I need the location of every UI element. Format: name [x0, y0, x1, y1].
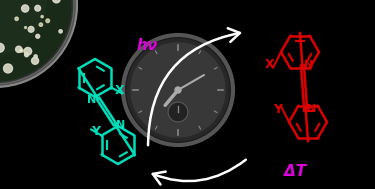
FancyArrowPatch shape: [148, 28, 240, 145]
Text: N: N: [307, 104, 316, 114]
Circle shape: [22, 5, 29, 12]
Circle shape: [24, 47, 32, 55]
Circle shape: [0, 43, 4, 52]
Circle shape: [175, 87, 181, 93]
Circle shape: [123, 35, 233, 145]
Circle shape: [131, 43, 225, 137]
Circle shape: [59, 30, 62, 33]
Circle shape: [0, 0, 74, 84]
Text: Y: Y: [273, 103, 282, 116]
Text: hν: hν: [136, 37, 158, 53]
Circle shape: [16, 46, 22, 53]
Circle shape: [20, 49, 23, 52]
Text: X: X: [264, 58, 274, 71]
Text: N: N: [116, 120, 126, 130]
Circle shape: [168, 102, 188, 122]
FancyArrowPatch shape: [153, 160, 246, 184]
Circle shape: [41, 15, 43, 18]
Circle shape: [35, 5, 40, 11]
Circle shape: [39, 23, 43, 26]
Text: ΔT: ΔT: [284, 164, 306, 180]
Circle shape: [3, 64, 12, 73]
Circle shape: [127, 39, 229, 141]
Text: Y: Y: [91, 125, 100, 138]
Circle shape: [15, 17, 18, 20]
Text: X: X: [115, 84, 125, 97]
Circle shape: [36, 34, 40, 38]
Circle shape: [34, 55, 37, 58]
Text: N: N: [87, 95, 97, 105]
Circle shape: [32, 57, 39, 64]
Circle shape: [53, 0, 60, 3]
Circle shape: [25, 53, 28, 57]
Circle shape: [46, 19, 50, 23]
Circle shape: [0, 0, 47, 57]
Circle shape: [28, 26, 34, 32]
Circle shape: [24, 26, 27, 29]
Text: N: N: [304, 60, 313, 70]
Circle shape: [0, 0, 77, 87]
Circle shape: [0, 0, 71, 81]
